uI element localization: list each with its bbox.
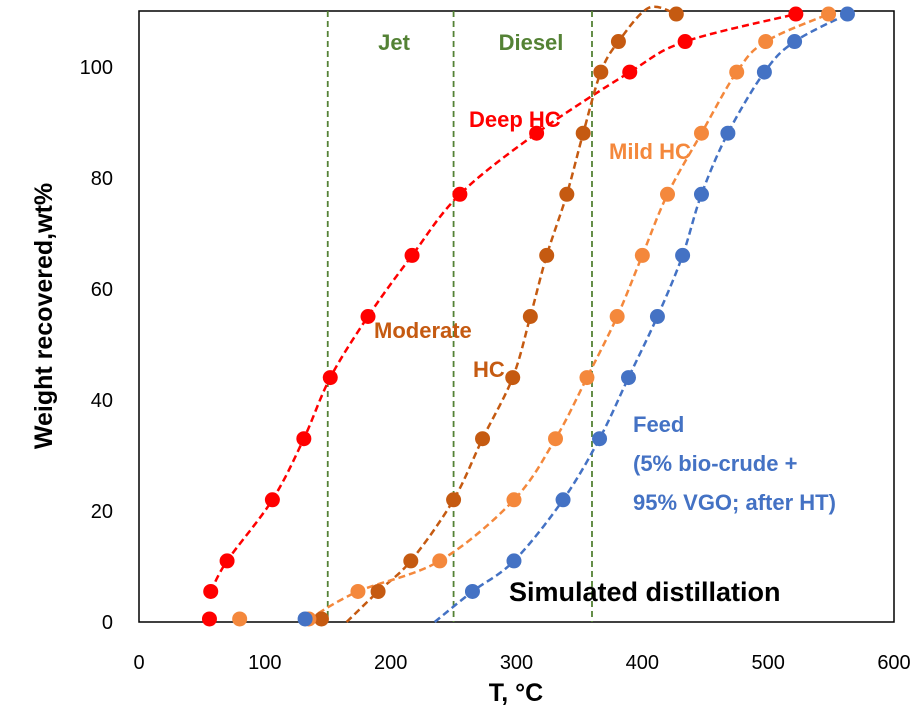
cut-lines bbox=[326, 11, 593, 622]
feed-point bbox=[506, 553, 522, 569]
mild-hc-point bbox=[758, 34, 774, 50]
moderate-hc-point bbox=[505, 370, 521, 386]
x-tick-label: 100 bbox=[248, 652, 281, 674]
x-axis-title: T, °C bbox=[489, 679, 543, 707]
simulated-distillation-label: Simulated distillation bbox=[509, 577, 781, 607]
y-tick-label: 20 bbox=[91, 501, 113, 523]
y-tick-labels: 0 20 40 60 80 100 bbox=[80, 57, 113, 634]
feed-point bbox=[555, 492, 571, 508]
deep-hc-point bbox=[264, 492, 280, 508]
deep-hc-point bbox=[322, 370, 338, 386]
feed-point bbox=[620, 370, 636, 386]
deep-hc-point bbox=[677, 34, 693, 50]
deep-hc-point bbox=[452, 186, 468, 202]
moderate-hc-point bbox=[575, 125, 591, 141]
moderate-hc-label-line2: HC bbox=[473, 357, 505, 382]
mild-hc-label: Mild HC bbox=[609, 139, 691, 164]
feed-label-line1: Feed bbox=[633, 412, 684, 437]
x-tick-label: 400 bbox=[626, 652, 659, 674]
deep-hc-point bbox=[360, 309, 376, 324]
x-tick-label: 500 bbox=[752, 652, 785, 674]
deep-hc-point bbox=[404, 247, 420, 263]
moderate-hc-point bbox=[539, 247, 555, 263]
deep-hc-point bbox=[201, 611, 217, 627]
feed-label-line2: (5% bio-crude + bbox=[633, 451, 797, 476]
x-tick-label: 200 bbox=[374, 652, 407, 674]
moderate-hc-curve bbox=[345, 5, 677, 623]
x-tick-label: 600 bbox=[877, 652, 910, 674]
moderate-hc-point bbox=[593, 64, 609, 80]
feed-point bbox=[787, 34, 803, 50]
feed-point bbox=[756, 64, 772, 80]
feed-point bbox=[592, 431, 608, 447]
moderate-hc-point bbox=[370, 583, 386, 599]
y-tick-label: 80 bbox=[91, 168, 113, 190]
feed-label-line3: 95% VGO; after HT) bbox=[633, 490, 836, 515]
moderate-hc-point bbox=[446, 492, 462, 508]
feed-point bbox=[297, 611, 313, 627]
mild-hc-point bbox=[693, 125, 709, 141]
feed-point bbox=[464, 583, 480, 599]
moderate-hc-point bbox=[559, 186, 575, 202]
y-tick-label: 0 bbox=[102, 612, 113, 634]
mild-hc-point bbox=[729, 64, 745, 80]
mild-hc-point bbox=[821, 6, 837, 22]
deep-hc-point bbox=[529, 125, 545, 141]
deep-hc-point bbox=[203, 583, 219, 599]
feed-point bbox=[839, 6, 855, 22]
y-tick-label: 60 bbox=[91, 279, 113, 301]
data-points bbox=[201, 6, 855, 627]
moderate-hc-point bbox=[313, 611, 329, 627]
mild-hc-point bbox=[634, 247, 650, 263]
moderate-hc-point bbox=[403, 553, 419, 569]
x-tick-label: 0 bbox=[133, 652, 144, 674]
feed-point bbox=[675, 247, 691, 263]
feed-point bbox=[693, 186, 709, 202]
plot-area-frame bbox=[138, 10, 895, 623]
x-tick-label: 300 bbox=[500, 652, 533, 674]
deep-hc-point bbox=[296, 431, 312, 447]
moderate-hc-point bbox=[668, 6, 684, 22]
y-axis-title: Weight recovered,wt% bbox=[30, 183, 58, 449]
moderate-hc-point bbox=[522, 309, 538, 324]
feed-point bbox=[649, 309, 665, 324]
deep-hc-point bbox=[219, 553, 235, 569]
y-tick-label: 40 bbox=[91, 390, 113, 412]
mild-hc-point bbox=[548, 431, 564, 447]
x-tick-labels: 0 100 200 300 400 500 600 bbox=[133, 652, 910, 674]
moderate-hc-point bbox=[475, 431, 491, 447]
mild-hc-point bbox=[609, 309, 625, 324]
mild-hc-point bbox=[232, 611, 248, 627]
mild-hc-point bbox=[350, 583, 366, 599]
mild-hc-point bbox=[506, 492, 522, 508]
moderate-hc-label-line1: Moderate bbox=[374, 318, 472, 343]
mild-hc-point bbox=[579, 370, 595, 386]
mild-hc-point bbox=[432, 553, 448, 569]
mild-hc-point bbox=[660, 186, 675, 202]
jet-label: Jet bbox=[378, 30, 410, 55]
moderate-hc-point bbox=[610, 34, 626, 50]
y-tick-label: 100 bbox=[80, 57, 113, 79]
deep-hc-point bbox=[788, 6, 804, 22]
deep-hc-point bbox=[622, 64, 638, 80]
deep-hc-label: Deep HC bbox=[469, 107, 561, 132]
diesel-label: Diesel bbox=[499, 30, 564, 55]
feed-point bbox=[720, 125, 736, 141]
